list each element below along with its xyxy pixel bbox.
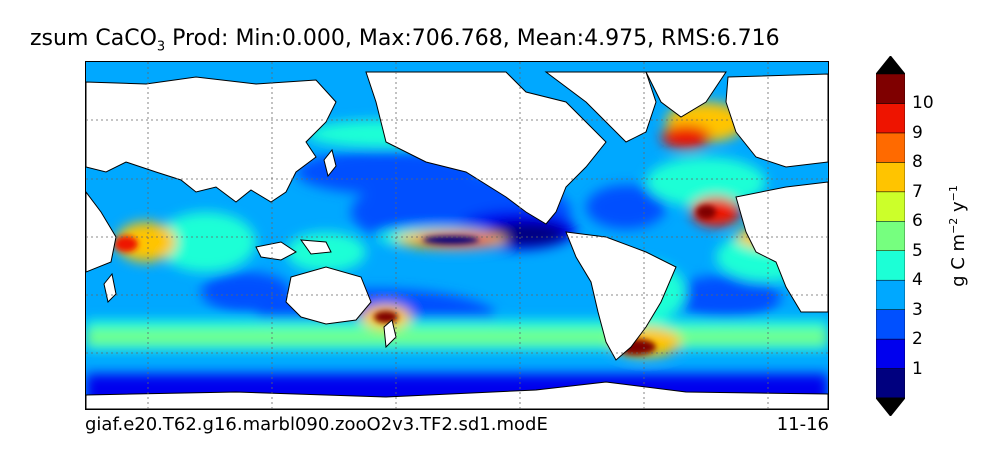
title-suffix: Prod: Min:0.000, Max:706.768, Mean:4.975… xyxy=(165,26,780,51)
land-masses xyxy=(86,71,828,409)
units-exp-1: −2 xyxy=(947,217,960,234)
units-main: g C m xyxy=(948,233,969,287)
colorbar-tick-label: 7 xyxy=(912,181,923,202)
colorbar-segment xyxy=(876,191,905,222)
colorbar xyxy=(876,56,905,416)
colorbar-segment xyxy=(876,250,905,281)
colorbar-extend-max xyxy=(876,56,905,75)
colorbar-tick-label: 9 xyxy=(912,122,923,143)
colorbar-tick-label: 4 xyxy=(912,270,923,291)
map-title: zsum CaCO3 Prod: Min:0.000, Max:706.768,… xyxy=(30,26,890,54)
colorbar-tick-label: 3 xyxy=(912,299,923,320)
title-prefix: zsum CaCO xyxy=(30,26,157,51)
units-mid: y xyxy=(948,201,969,218)
colorbar-units-label: g C m−2 y−1 xyxy=(947,185,969,287)
colorbar-tick-label: 6 xyxy=(912,211,923,232)
case-name-label: giaf.e20.T62.g16.marbl090.zooO2v3.TF2.sd… xyxy=(85,414,548,435)
colorbar-tick-label: 8 xyxy=(912,152,923,173)
colorbar-segment xyxy=(876,103,905,134)
colorbar-tick-label: 1 xyxy=(912,358,923,379)
colorbar-segment xyxy=(876,368,905,399)
colorbar-tick-label: 2 xyxy=(912,329,923,350)
colorbar-segment xyxy=(876,309,905,340)
colorbar-tick-label: 10 xyxy=(912,93,934,114)
colorbar-segment xyxy=(876,162,905,193)
map-panel xyxy=(85,61,829,410)
colorbar-extend-min xyxy=(876,397,905,416)
colorbar-segment xyxy=(876,73,905,104)
years-label: 11-16 xyxy=(776,414,829,435)
colorbar-segment xyxy=(876,338,905,369)
colorbar-segment xyxy=(876,279,905,310)
colorbar-segment xyxy=(876,132,905,163)
colorbar-segment xyxy=(876,221,905,251)
title-subscript: 3 xyxy=(156,39,166,55)
units-exp-2: −1 xyxy=(947,185,960,202)
ocean-field-map xyxy=(86,62,828,409)
graticule xyxy=(86,62,828,409)
colorbar-tick-label: 5 xyxy=(912,240,923,261)
